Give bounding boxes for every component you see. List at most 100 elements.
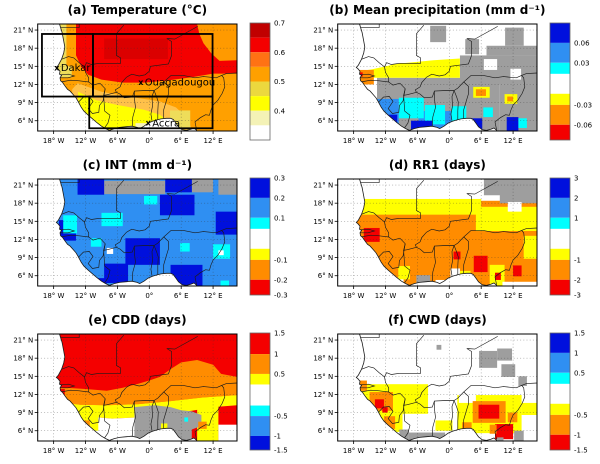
colorbar-segment xyxy=(250,217,270,229)
colorbar-segment xyxy=(550,434,570,450)
colorbar-segment xyxy=(550,93,570,105)
x-axis-tick-label: 12° E xyxy=(204,447,223,455)
x-axis-tick-label: 6° E xyxy=(474,447,489,455)
colorbar-tick-label: 0.2 xyxy=(274,194,285,202)
y-axis-tick-label: 6° N xyxy=(18,272,33,280)
y-axis-tick-label: 6° N xyxy=(318,272,333,280)
colorbar-segment xyxy=(250,125,270,140)
map-region xyxy=(56,360,237,406)
country-border xyxy=(59,73,76,79)
x-axis-tick-label: 18° W xyxy=(43,292,65,300)
plot-frame xyxy=(337,333,538,442)
x-axis-tick-label: 0° xyxy=(145,447,153,455)
country-border xyxy=(194,230,226,285)
map-region xyxy=(125,238,160,265)
map-region xyxy=(191,179,214,193)
map-region xyxy=(184,417,189,422)
country-border xyxy=(114,396,121,403)
y-axis-tick-label: 18° N xyxy=(13,45,33,53)
country-border xyxy=(359,24,380,28)
map-region xyxy=(483,59,498,70)
y-axis-tick-label: 18° N xyxy=(313,45,333,53)
country-border xyxy=(453,400,459,430)
y-axis-tick-label: 18° N xyxy=(13,355,33,363)
colorbar-tick-label: -1 xyxy=(274,432,281,440)
colorbar-segment xyxy=(250,96,270,111)
map-region xyxy=(382,407,388,414)
country-border xyxy=(163,227,237,238)
x-axis-tick-label: 18° W xyxy=(343,137,365,145)
x-axis-tick-label: 12° W xyxy=(75,447,97,455)
panel-title: (e) CDD (days) xyxy=(88,313,186,327)
y-axis-tick-label: 15° N xyxy=(13,373,33,381)
colorbar-tick-label: -0.2 xyxy=(274,276,288,284)
x-axis-tick-label: 18° W xyxy=(43,137,65,145)
map-region xyxy=(106,247,114,254)
panel-d: 18° W 12° W 6° W 0° 6° E 12° E 21° N 18° N 15° N… xyxy=(300,155,600,310)
y-axis-tick-label: 9° N xyxy=(18,409,33,417)
plot-area xyxy=(355,334,538,441)
country-border xyxy=(463,382,537,393)
map-region xyxy=(507,412,518,423)
country-border xyxy=(494,385,526,440)
colorbar-segment xyxy=(250,435,270,450)
country-border xyxy=(359,383,376,389)
country-border xyxy=(403,250,411,285)
gridlines xyxy=(337,334,537,441)
colorbar-tick-label: -1 xyxy=(574,256,581,264)
gridlines xyxy=(337,179,537,286)
country-border xyxy=(419,66,451,88)
x-axis-tick-label: 12° W xyxy=(75,292,97,300)
colorbar-segment xyxy=(250,66,270,82)
country-border xyxy=(453,236,469,274)
country-border xyxy=(163,382,237,393)
y-axis-tick-label: 21° N xyxy=(313,27,333,35)
country-border xyxy=(463,72,537,83)
x-axis-tick-label: 6° W xyxy=(109,137,126,145)
country-border xyxy=(361,334,425,378)
colorbar-frame xyxy=(249,177,271,296)
country-border xyxy=(153,90,159,120)
country-border xyxy=(359,228,376,234)
map-region xyxy=(90,238,102,247)
colorbar-tick-label: 0.3 xyxy=(274,175,285,183)
colorbar-segment xyxy=(550,403,570,415)
map-region xyxy=(495,272,501,280)
country-border xyxy=(450,26,498,67)
panel-title: (d) RR1 (days) xyxy=(389,158,486,172)
country-border xyxy=(59,383,76,389)
map-chart-d: 18° W 12° W 6° W 0° 6° E 12° E 21° N 18° N 15° N… xyxy=(313,158,581,300)
y-axis-tick-label: 21° N xyxy=(13,27,33,35)
colorbar-tick-label: 1.5 xyxy=(274,330,285,338)
country-border xyxy=(88,391,135,409)
map-region xyxy=(77,179,105,195)
map-region xyxy=(104,180,166,195)
map-region xyxy=(453,251,461,260)
colorbar-segment xyxy=(550,279,570,295)
map-region xyxy=(497,437,504,441)
country-border xyxy=(494,75,526,130)
y-axis-tick-label: 9° N xyxy=(318,254,333,262)
map-region xyxy=(218,179,237,195)
country-border xyxy=(103,405,111,440)
x-axis-tick-label: 6° E xyxy=(174,137,189,145)
colorbar-tick-label: 0.03 xyxy=(574,59,590,67)
colorbar-tick-label: 0.1 xyxy=(274,214,285,222)
panel-c: 18° W 12° W 6° W 0° 6° E 12° E 21° N 18° N 15° N… xyxy=(0,155,300,310)
y-axis-tick-label: 18° N xyxy=(13,200,33,208)
map-region xyxy=(475,89,486,96)
y-axis-tick-label: 15° N xyxy=(13,218,33,226)
country-border xyxy=(59,228,76,234)
y-axis-tick-label: 15° N xyxy=(13,63,33,71)
country-border xyxy=(59,24,80,28)
colorbar-segment xyxy=(550,333,570,353)
city-marker-label: Accra xyxy=(152,118,180,129)
map-region xyxy=(507,201,522,212)
land-layer xyxy=(356,334,537,441)
colorbar-segment xyxy=(250,354,270,374)
y-axis-tick-label: 21° N xyxy=(313,182,333,190)
x-axis-tick-label: 6° E xyxy=(474,137,489,145)
colorbar-segment xyxy=(550,124,570,140)
colorbar-frame xyxy=(549,177,571,296)
map-region xyxy=(220,280,230,286)
